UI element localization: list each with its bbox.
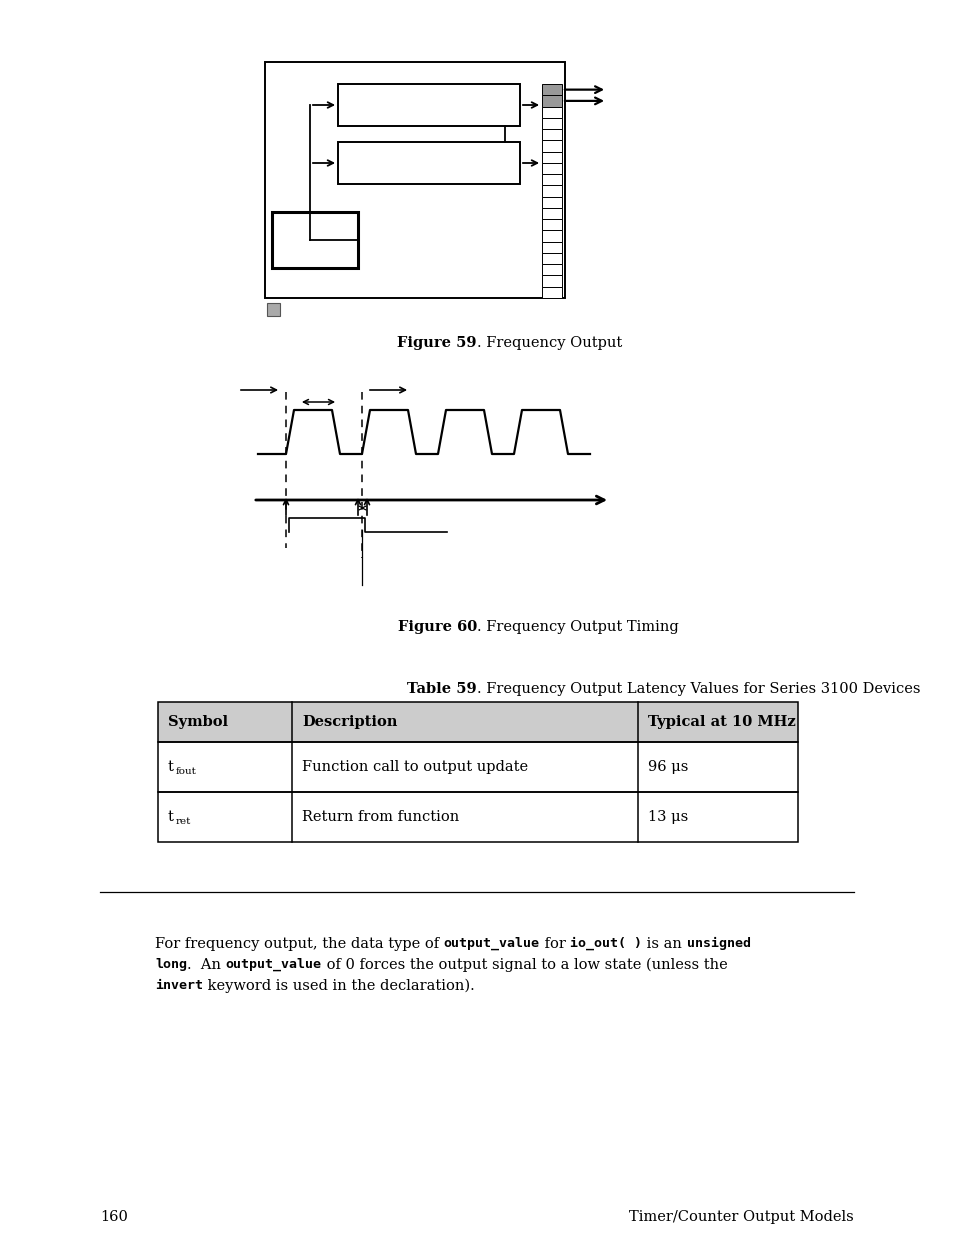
Bar (541, 128, 561, 141)
Text: Figure 60: Figure 60 (397, 620, 476, 634)
Text: . Frequency Output: . Frequency Output (476, 336, 621, 350)
Bar (541, 163, 561, 174)
Text: .  An: . An (187, 958, 226, 972)
Text: for: for (539, 937, 570, 951)
Bar (541, 287, 561, 298)
Bar (541, 219, 561, 231)
Bar (272, 212, 357, 268)
Bar (541, 231, 561, 242)
Text: Table 59: Table 59 (407, 682, 476, 697)
Text: Typical at 10 MHz: Typical at 10 MHz (647, 715, 795, 729)
Text: is an: is an (641, 937, 686, 951)
Bar (541, 152, 561, 163)
Bar (158, 701, 797, 742)
Text: fout: fout (175, 767, 196, 777)
Text: t: t (168, 810, 173, 824)
Text: 96 μs: 96 μs (647, 760, 688, 774)
Bar (265, 62, 564, 298)
Text: 13 μs: 13 μs (647, 810, 687, 824)
Text: io_out( ): io_out( ) (570, 937, 641, 951)
Text: ret: ret (175, 818, 192, 826)
Text: Function call to output update: Function call to output update (302, 760, 528, 774)
Bar (541, 84, 561, 95)
Text: Timer/Counter Output Models: Timer/Counter Output Models (629, 1210, 853, 1224)
Bar (541, 242, 561, 253)
Bar (541, 117, 561, 128)
Text: of 0 forces the output signal to a low state (unless the: of 0 forces the output signal to a low s… (321, 958, 726, 972)
Bar (541, 207, 561, 219)
Text: 160: 160 (100, 1210, 128, 1224)
Bar (541, 95, 561, 106)
Text: Return from function: Return from function (302, 810, 458, 824)
Text: unsigned: unsigned (686, 937, 750, 950)
Text: invert: invert (154, 979, 203, 992)
Text: . Frequency Output Latency Values for Series 3100 Devices: . Frequency Output Latency Values for Se… (476, 682, 920, 697)
Bar (541, 106, 561, 117)
Bar (541, 253, 561, 264)
Bar (541, 141, 561, 152)
Text: t: t (168, 760, 173, 774)
Text: For frequency output, the data type of: For frequency output, the data type of (154, 937, 443, 951)
Bar (541, 174, 561, 185)
Text: Description: Description (302, 715, 397, 729)
Bar (541, 185, 561, 196)
Bar (337, 142, 519, 184)
Text: output_value: output_value (443, 937, 539, 950)
Text: long: long (154, 958, 187, 971)
Text: output_value: output_value (226, 958, 321, 971)
Bar (541, 264, 561, 275)
Text: Figure 59: Figure 59 (397, 336, 476, 350)
Bar (541, 196, 561, 207)
Bar (158, 742, 797, 792)
Bar (337, 84, 519, 126)
Text: keyword is used in the declaration).: keyword is used in the declaration). (203, 979, 475, 993)
Bar (541, 275, 561, 287)
Text: Symbol: Symbol (168, 715, 228, 729)
Text: . Frequency Output Timing: . Frequency Output Timing (476, 620, 678, 634)
Bar (267, 303, 280, 316)
Bar (158, 792, 797, 842)
